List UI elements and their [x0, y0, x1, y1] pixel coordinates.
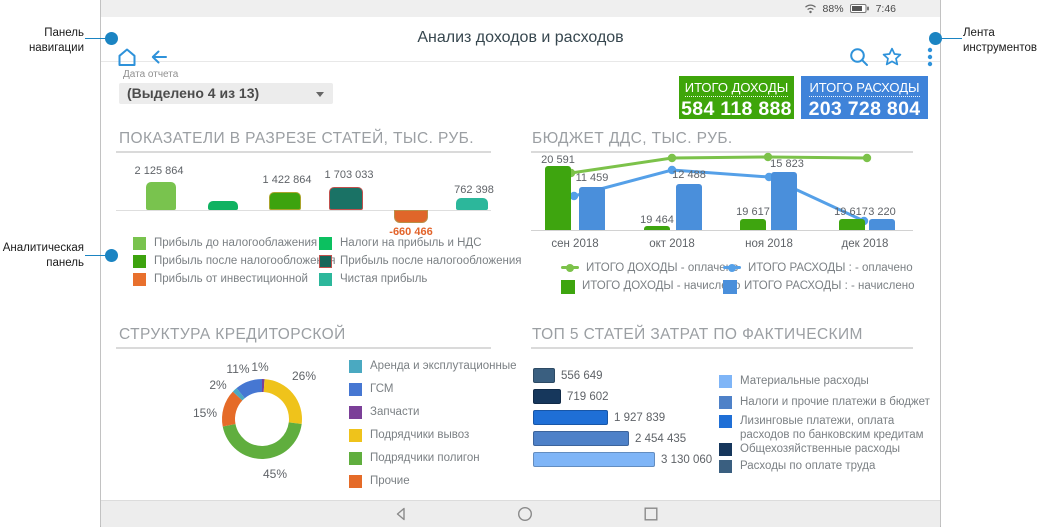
- kpi-income-value: 584 118 888: [681, 98, 792, 120]
- overflow-menu-button[interactable]: [923, 45, 937, 69]
- callout-dot-analytic-panel: [105, 249, 118, 262]
- home-circle-icon: [517, 506, 533, 522]
- indicators-axis: [116, 210, 491, 211]
- callout-dot-toolbar: [929, 32, 942, 45]
- back-button[interactable]: [147, 45, 171, 69]
- callout-dot-nav-panel: [105, 32, 118, 45]
- favorites-button[interactable]: [880, 45, 904, 69]
- annotation-nav-panel: Панель навигации: [28, 27, 84, 54]
- nav-recents-button[interactable]: [642, 505, 660, 523]
- panel-budget-title: БЮДЖЕТ ДДС, ТЫС. РУБ.: [532, 130, 733, 147]
- battery-percent: 88%: [822, 2, 844, 15]
- budget-axis: [531, 230, 913, 231]
- nav-back-button[interactable]: [392, 505, 410, 523]
- annotation-toolbar: Лента инструментов: [963, 27, 1037, 54]
- search-icon: [850, 48, 868, 66]
- panel-creditors-rule: [116, 347, 491, 349]
- tablet-screen: 88% 7:46 Анализ доходов и расходов: [100, 0, 941, 527]
- page-title: Анализ доходов и расходов: [417, 29, 624, 46]
- status-bar: 88% 7:46: [101, 0, 940, 17]
- search-button[interactable]: [847, 45, 871, 69]
- android-navbar: [101, 500, 940, 527]
- panel-budget[interactable]: [526, 124, 918, 296]
- app-bar: Анализ доходов и расходов: [101, 17, 940, 67]
- report-date-value: (Выделено 4 из 13): [127, 85, 260, 101]
- panel-indicators-title: ПОКАЗАТЕЛИ В РАЗРЕЗЕ СТАТЕЙ, ТЫС. РУБ.: [119, 130, 474, 147]
- nav-home-button[interactable]: [516, 505, 534, 523]
- wifi-icon: [804, 4, 816, 14]
- kpi-total-expense: ИТОГО РАСХОДЫ 203 728 804: [801, 76, 928, 120]
- clock: 7:46: [875, 2, 896, 15]
- star-icon: [882, 47, 902, 66]
- home-icon: [118, 48, 136, 66]
- kpi-total-income: ИТОГО ДОХОДЫ 584 118 888: [679, 76, 794, 120]
- home-button[interactable]: [115, 45, 139, 69]
- report-date-dropdown[interactable]: (Выделено 4 из 13): [119, 83, 333, 104]
- overflow-menu-icon: [927, 47, 933, 67]
- annotation-analytic-panel: Аналитическая панель: [2, 242, 84, 269]
- callout-line-toolbar: [941, 38, 962, 39]
- panel-budget-rule: [531, 151, 913, 153]
- callout-line-nav-panel: [85, 38, 107, 39]
- back-triangle-icon: [396, 507, 405, 521]
- panel-top5-title: ТОП 5 СТАТЕЙ ЗАТРАТ ПО ФАКТИЧЕСКИМ: [532, 326, 863, 343]
- callout-line-analytic-panel: [85, 255, 106, 256]
- panel-indicators-rule: [116, 151, 491, 153]
- panel-top5-rule: [531, 347, 913, 349]
- report-date-label: Дата отчета: [123, 69, 179, 80]
- caret-down-icon: [316, 92, 324, 97]
- panel-creditors-title: СТРУКТУРА КРЕДИТОРСКОЙ: [119, 326, 346, 343]
- kpi-expense-label: ИТОГО РАСХОДЫ: [809, 80, 920, 97]
- kpi-expense-value: 203 728 804: [808, 98, 921, 120]
- recents-square-icon: [644, 507, 658, 521]
- back-arrow-icon: [151, 50, 167, 64]
- battery-icon: [849, 4, 869, 13]
- kpi-income-label: ИТОГО ДОХОДЫ: [684, 80, 789, 97]
